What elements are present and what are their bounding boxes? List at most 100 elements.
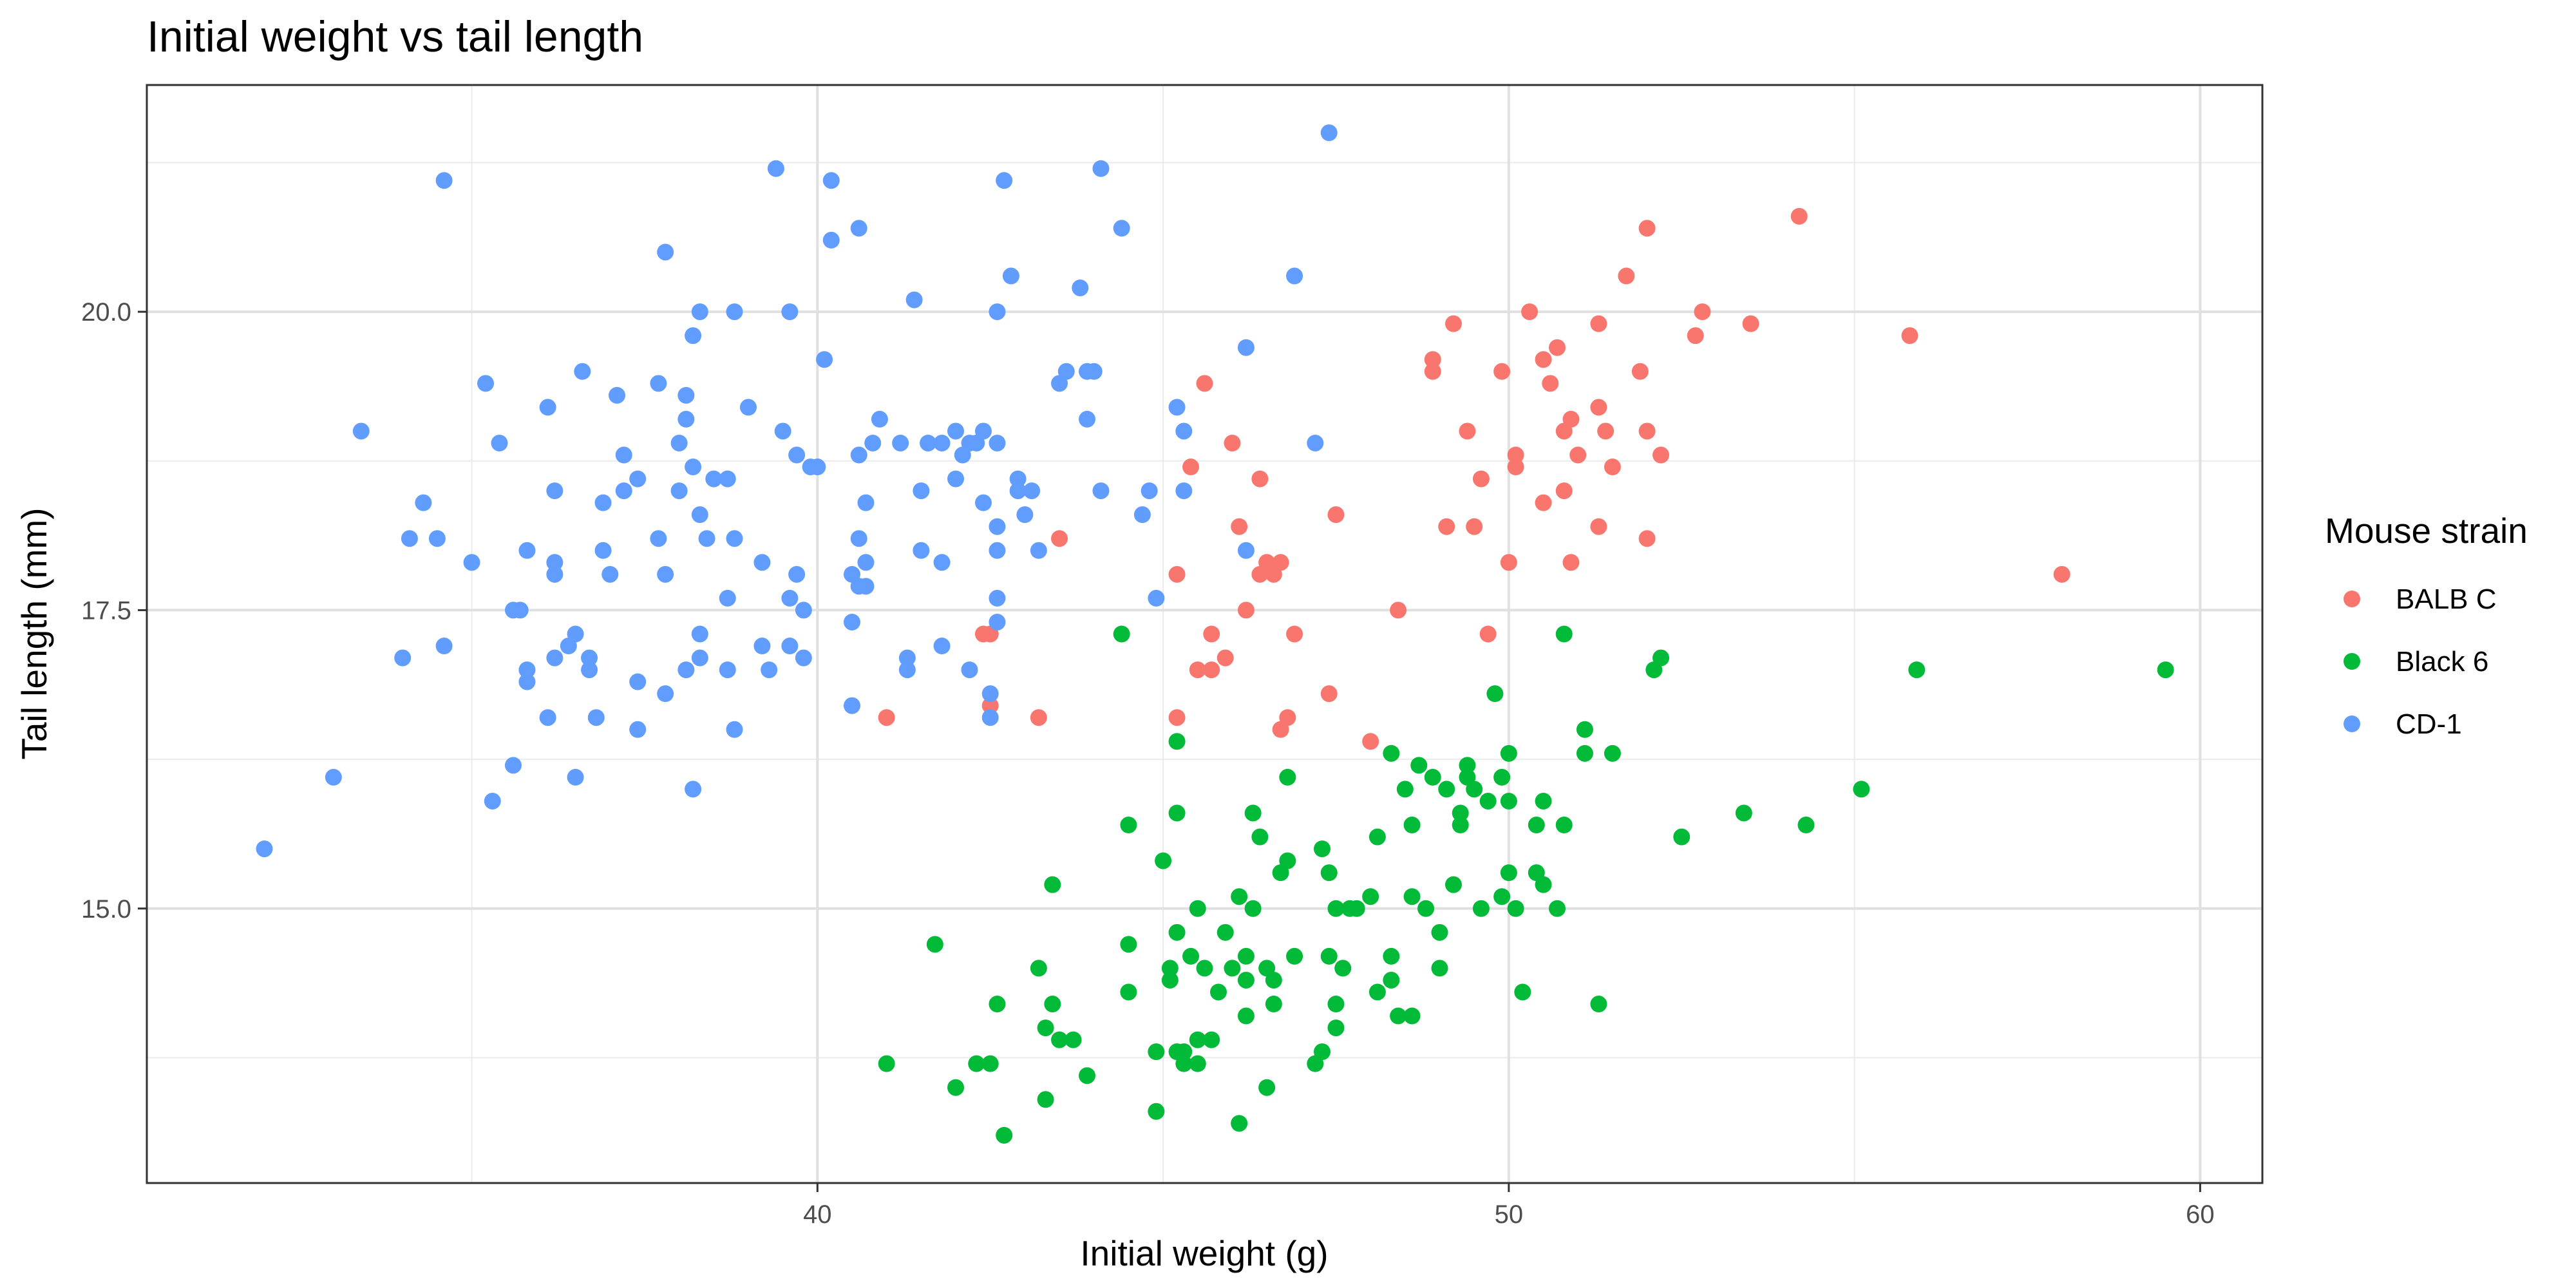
- data-point-cd-1: [587, 709, 605, 726]
- data-point-black-6: [1168, 923, 1186, 941]
- data-point-cd-1: [1002, 267, 1019, 285]
- data-point-cd-1: [850, 446, 867, 464]
- data-point-cd-1: [691, 625, 708, 643]
- data-point-cd-1: [677, 386, 695, 404]
- data-point-cd-1: [435, 172, 453, 189]
- data-point-cd-1: [657, 243, 674, 261]
- legend-label-balb-c: BALB C: [2396, 583, 2497, 615]
- data-point-black-6: [1231, 1115, 1248, 1132]
- data-point-black-6: [1120, 817, 1137, 834]
- data-point-balb-c: [1286, 625, 1303, 643]
- data-point-balb-c: [1237, 601, 1255, 619]
- data-point-cd-1: [567, 768, 584, 786]
- data-point-black-6: [1189, 1031, 1206, 1048]
- data-point-cd-1: [788, 565, 806, 583]
- data-point-balb-c: [2053, 565, 2070, 583]
- legend-key-balb-c: [2344, 591, 2360, 607]
- data-point-cd-1: [913, 542, 930, 559]
- data-point-black-6: [1438, 781, 1455, 798]
- data-point-balb-c: [1493, 363, 1511, 380]
- data-point-cd-1: [898, 661, 916, 679]
- data-point-black-6: [1148, 1103, 1165, 1120]
- data-point-cd-1: [1237, 339, 1255, 356]
- data-point-balb-c: [1555, 482, 1573, 500]
- data-point-cd-1: [1307, 434, 1324, 451]
- data-point-cd-1: [574, 363, 591, 380]
- data-point-cd-1: [1030, 542, 1047, 559]
- data-point-cd-1: [629, 470, 647, 488]
- data-point-cd-1: [629, 673, 647, 690]
- data-point-cd-1: [691, 506, 708, 524]
- data-point-cd-1: [691, 649, 708, 667]
- data-point-cd-1: [913, 482, 930, 500]
- data-point-cd-1: [511, 601, 529, 619]
- data-point-cd-1: [698, 530, 715, 547]
- legend-item-balb-c: BALB C: [2344, 583, 2497, 615]
- data-point-cd-1: [1079, 410, 1095, 428]
- data-point-cd-1: [415, 494, 432, 511]
- data-point-black-6: [981, 1055, 999, 1072]
- data-point-cd-1: [615, 446, 632, 464]
- data-point-cd-1: [989, 303, 1006, 321]
- data-point-black-6: [1189, 1055, 1206, 1072]
- data-point-black-6: [1244, 804, 1262, 822]
- data-point-black-6: [1486, 685, 1504, 703]
- data-point-balb-c: [1590, 315, 1607, 332]
- data-point-black-6: [1175, 1055, 1193, 1072]
- chart-title: Initial weight vs tail length: [147, 12, 643, 61]
- data-point-balb-c: [1569, 446, 1587, 464]
- data-point-cd-1: [325, 768, 342, 786]
- data-point-cd-1: [989, 542, 1006, 559]
- data-point-balb-c: [1168, 709, 1186, 726]
- data-point-cd-1: [753, 638, 771, 655]
- data-point-cd-1: [546, 649, 564, 667]
- data-point-balb-c: [1901, 327, 1918, 345]
- data-point-black-6: [1403, 1007, 1421, 1025]
- data-point-cd-1: [650, 530, 667, 547]
- data-point-black-6: [1037, 1019, 1054, 1037]
- data-point-black-6: [1472, 900, 1490, 917]
- data-point-cd-1: [905, 291, 923, 308]
- data-point-balb-c: [1542, 375, 1559, 392]
- data-point-black-6: [1244, 900, 1262, 917]
- data-point-cd-1: [435, 638, 453, 655]
- data-point-balb-c: [1182, 459, 1200, 476]
- data-point-balb-c: [1320, 685, 1338, 703]
- data-point-black-6: [1265, 996, 1282, 1013]
- data-point-black-6: [1314, 840, 1331, 858]
- data-point-black-6: [1459, 757, 1476, 774]
- data-point-black-6: [1555, 625, 1573, 643]
- data-point-cd-1: [670, 482, 688, 500]
- data-point-black-6: [1576, 721, 1593, 738]
- data-point-black-6: [1535, 792, 1552, 810]
- data-point-balb-c: [1535, 494, 1552, 511]
- data-point-black-6: [1030, 960, 1047, 977]
- data-point-cd-1: [352, 422, 370, 440]
- data-point-balb-c: [1327, 506, 1345, 524]
- data-point-black-6: [996, 1126, 1013, 1144]
- data-point-black-6: [1479, 792, 1497, 810]
- data-point-black-6: [1500, 864, 1517, 882]
- data-point-balb-c: [1472, 470, 1490, 488]
- legend-label-black-6: Black 6: [2396, 646, 2488, 677]
- data-point-cd-1: [629, 721, 647, 738]
- data-point-balb-c: [1687, 327, 1704, 345]
- data-point-balb-c: [1500, 554, 1517, 571]
- legend: Mouse strain BALB C Black 6 CD-1: [2325, 511, 2528, 740]
- data-point-balb-c: [1694, 303, 1711, 321]
- data-point-cd-1: [989, 613, 1006, 630]
- data-point-cd-1: [850, 530, 867, 547]
- data-point-black-6: [1466, 781, 1483, 798]
- data-point-balb-c: [1479, 625, 1497, 643]
- data-point-cd-1: [726, 303, 743, 321]
- data-point-black-6: [1148, 1043, 1165, 1061]
- data-point-black-6: [1452, 804, 1469, 822]
- x-tick-label: 40: [803, 1200, 832, 1229]
- data-point-cd-1: [857, 578, 875, 595]
- data-point-black-6: [1368, 828, 1386, 846]
- data-point-balb-c: [1390, 601, 1407, 619]
- data-point-black-6: [1120, 983, 1137, 1001]
- data-point-cd-1: [1148, 589, 1165, 607]
- data-point-black-6: [1417, 900, 1435, 917]
- data-point-black-6: [1217, 923, 1234, 941]
